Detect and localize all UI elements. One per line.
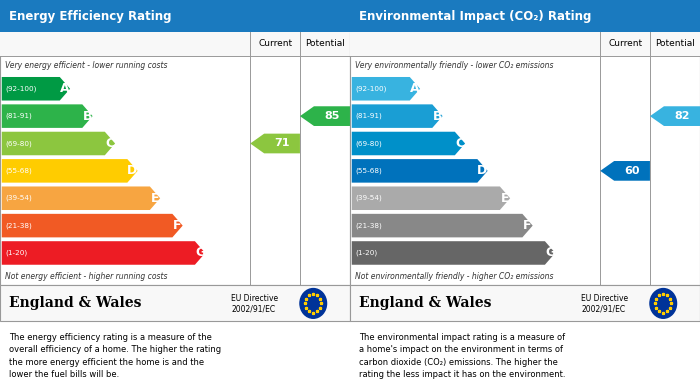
Text: Potential: Potential bbox=[305, 39, 345, 48]
Text: (69-80): (69-80) bbox=[6, 140, 32, 147]
Text: 71: 71 bbox=[274, 138, 290, 149]
Text: EU Directive
2002/91/EC: EU Directive 2002/91/EC bbox=[581, 294, 628, 313]
Text: 85: 85 bbox=[324, 111, 340, 121]
Text: (39-54): (39-54) bbox=[355, 195, 382, 201]
Bar bbox=[0, 32, 350, 285]
Text: B: B bbox=[433, 109, 442, 123]
Polygon shape bbox=[601, 161, 650, 181]
Polygon shape bbox=[300, 106, 350, 126]
Text: (55-68): (55-68) bbox=[6, 168, 32, 174]
Text: (1-20): (1-20) bbox=[6, 250, 27, 256]
Text: EU Directive
2002/91/EC: EU Directive 2002/91/EC bbox=[231, 294, 278, 313]
Text: The environmental impact rating is a measure of
a home's impact on the environme: The environmental impact rating is a mea… bbox=[358, 333, 566, 379]
Polygon shape bbox=[351, 187, 510, 210]
Text: (21-38): (21-38) bbox=[6, 222, 32, 229]
Text: D: D bbox=[127, 164, 138, 178]
Text: F: F bbox=[174, 219, 182, 232]
Text: Current: Current bbox=[258, 39, 292, 48]
Text: (1-20): (1-20) bbox=[355, 250, 377, 256]
Polygon shape bbox=[351, 132, 465, 155]
Text: Current: Current bbox=[608, 39, 642, 48]
Text: (69-80): (69-80) bbox=[355, 140, 382, 147]
Text: Very environmentally friendly - lower CO₂ emissions: Very environmentally friendly - lower CO… bbox=[355, 61, 554, 70]
Text: C: C bbox=[106, 137, 115, 150]
Polygon shape bbox=[351, 159, 488, 183]
Text: Not environmentally friendly - higher CO₂ emissions: Not environmentally friendly - higher CO… bbox=[355, 271, 554, 281]
Text: D: D bbox=[477, 164, 488, 178]
Text: G: G bbox=[195, 246, 205, 260]
Text: (81-91): (81-91) bbox=[6, 113, 32, 119]
Text: 82: 82 bbox=[674, 111, 690, 121]
Bar bbox=[350, 32, 700, 56]
Polygon shape bbox=[1, 132, 115, 155]
Polygon shape bbox=[1, 77, 70, 100]
Polygon shape bbox=[251, 134, 300, 153]
Text: Very energy efficient - lower running costs: Very energy efficient - lower running co… bbox=[6, 61, 168, 70]
Bar bbox=[350, 285, 700, 321]
Polygon shape bbox=[1, 187, 160, 210]
Bar bbox=[350, 0, 700, 32]
Text: Potential: Potential bbox=[655, 39, 695, 48]
Polygon shape bbox=[351, 241, 555, 265]
Text: B: B bbox=[83, 109, 92, 123]
Polygon shape bbox=[650, 106, 700, 126]
Polygon shape bbox=[1, 214, 183, 237]
Polygon shape bbox=[1, 159, 138, 183]
Polygon shape bbox=[351, 214, 533, 237]
Circle shape bbox=[300, 289, 326, 318]
Polygon shape bbox=[351, 104, 442, 128]
Circle shape bbox=[650, 289, 676, 318]
Text: G: G bbox=[545, 246, 555, 260]
Bar bbox=[0, 285, 350, 321]
Text: Not energy efficient - higher running costs: Not energy efficient - higher running co… bbox=[6, 271, 168, 281]
Text: (92-100): (92-100) bbox=[355, 86, 386, 92]
Text: Energy Efficiency Rating: Energy Efficiency Rating bbox=[8, 9, 172, 23]
Text: C: C bbox=[456, 137, 465, 150]
Text: (92-100): (92-100) bbox=[6, 86, 36, 92]
Text: Environmental Impact (CO₂) Rating: Environmental Impact (CO₂) Rating bbox=[358, 9, 591, 23]
Text: A: A bbox=[60, 82, 70, 95]
Text: The energy efficiency rating is a measure of the
overall efficiency of a home. T: The energy efficiency rating is a measur… bbox=[8, 333, 221, 379]
Bar bbox=[0, 32, 350, 56]
Text: (81-91): (81-91) bbox=[355, 113, 382, 119]
Text: F: F bbox=[524, 219, 532, 232]
Text: (39-54): (39-54) bbox=[6, 195, 32, 201]
Polygon shape bbox=[1, 104, 92, 128]
Text: E: E bbox=[150, 192, 160, 205]
Text: A: A bbox=[410, 82, 420, 95]
Text: (21-38): (21-38) bbox=[355, 222, 382, 229]
Text: England & Wales: England & Wales bbox=[358, 296, 491, 310]
Polygon shape bbox=[1, 241, 205, 265]
Bar bbox=[350, 32, 700, 285]
Bar bbox=[0, 0, 350, 32]
Text: England & Wales: England & Wales bbox=[8, 296, 141, 310]
Text: 60: 60 bbox=[624, 166, 640, 176]
Text: (55-68): (55-68) bbox=[355, 168, 382, 174]
Text: E: E bbox=[500, 192, 510, 205]
Polygon shape bbox=[351, 77, 420, 100]
